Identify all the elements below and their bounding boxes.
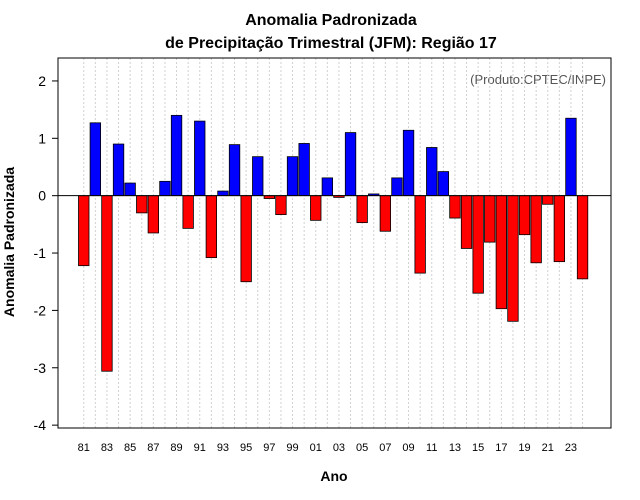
- y-tick-label: 1: [38, 130, 46, 146]
- x-tick-label: 87: [147, 442, 159, 454]
- y-tick-label: 0: [38, 188, 46, 204]
- bar-2000: [298, 143, 310, 197]
- bars: [78, 114, 589, 372]
- bar-2008: [391, 177, 403, 197]
- bar-1994: [228, 144, 241, 197]
- bar-2021: [542, 195, 554, 205]
- bar-1992: [205, 195, 218, 259]
- x-tick-label: 09: [402, 442, 414, 454]
- bar-1989: [170, 114, 183, 197]
- y-tick-label: -3: [34, 360, 47, 376]
- x-tick-label: 07: [379, 442, 391, 454]
- bar-1983: [101, 195, 113, 372]
- x-tick-label: 11: [426, 442, 437, 454]
- bar-1998: [275, 195, 287, 216]
- x-tick-label: 05: [356, 442, 368, 454]
- x-tick-label: 03: [333, 442, 345, 454]
- bar-2014: [460, 195, 473, 249]
- bar-1991: [194, 120, 206, 197]
- bar-1984: [112, 143, 125, 197]
- x-tick-label: 95: [240, 442, 252, 454]
- chart-title-line-2: de Precipitação Trimestral (JFM): Região…: [165, 35, 497, 52]
- x-tick-label: 17: [495, 442, 507, 454]
- y-tick-label: -1: [34, 245, 47, 261]
- x-tick-label: 81: [78, 442, 90, 454]
- bar-1985: [124, 182, 136, 197]
- bar-1988: [159, 180, 171, 197]
- x-tick-label: 85: [124, 442, 136, 454]
- bar-1995: [240, 195, 252, 283]
- bar-2022: [553, 195, 565, 263]
- x-tick-label: 93: [217, 442, 229, 454]
- bar-2009: [402, 129, 415, 197]
- grid-lines: [83, 58, 584, 428]
- bar-2019: [518, 195, 531, 236]
- y-axis-label: Anomalia Padronizada: [1, 167, 17, 317]
- x-axis-label: Ano: [320, 468, 347, 484]
- bar-2010: [414, 195, 426, 274]
- bar-2011: [426, 147, 438, 197]
- bar-1982: [89, 122, 101, 197]
- x-tick-label: 23: [565, 442, 577, 454]
- x-tick-label: 01: [310, 442, 322, 454]
- x-tick-label: 19: [518, 442, 530, 454]
- bar-2013: [449, 195, 461, 219]
- plot-frame: [57, 57, 612, 429]
- x-tick-label: 15: [472, 442, 484, 454]
- bar-1993: [217, 190, 229, 197]
- product-credit: (Produto:CPTEC/INPE): [470, 72, 606, 87]
- x-tick-label: 83: [101, 442, 113, 454]
- y-tick-label: 2: [38, 73, 46, 89]
- bar-2020: [530, 195, 542, 264]
- chart-title-line-1: Anomalia Padronizada: [245, 12, 417, 29]
- bar-1987: [147, 195, 160, 234]
- y-tick-label: -2: [34, 302, 47, 318]
- bar-2017: [495, 195, 508, 310]
- bar-2002: [321, 177, 334, 197]
- bar-2023: [565, 117, 577, 197]
- x-tick-label: 91: [194, 442, 206, 454]
- bar-1999: [286, 156, 299, 197]
- x-tick-label: 99: [286, 442, 298, 454]
- bar-2001: [310, 195, 322, 221]
- x-tick-label: 21: [542, 442, 554, 454]
- y-tick-label: -4: [34, 417, 47, 433]
- x-tick-label: 97: [263, 442, 275, 454]
- x-tick-label: 89: [170, 442, 182, 454]
- x-tick-label: 13: [449, 442, 461, 454]
- bar-1981: [78, 195, 90, 267]
- bar-1986: [136, 195, 148, 214]
- bar-1996: [252, 156, 264, 197]
- bar-1990: [182, 195, 194, 229]
- bar-2005: [356, 195, 368, 224]
- bar-2012: [437, 171, 450, 197]
- bar-2004: [344, 132, 357, 197]
- bar-2018: [507, 195, 519, 322]
- bar-2016: [484, 195, 496, 243]
- bar-2024: [576, 195, 589, 280]
- bar-2015: [472, 195, 484, 294]
- bar-2007: [379, 195, 392, 232]
